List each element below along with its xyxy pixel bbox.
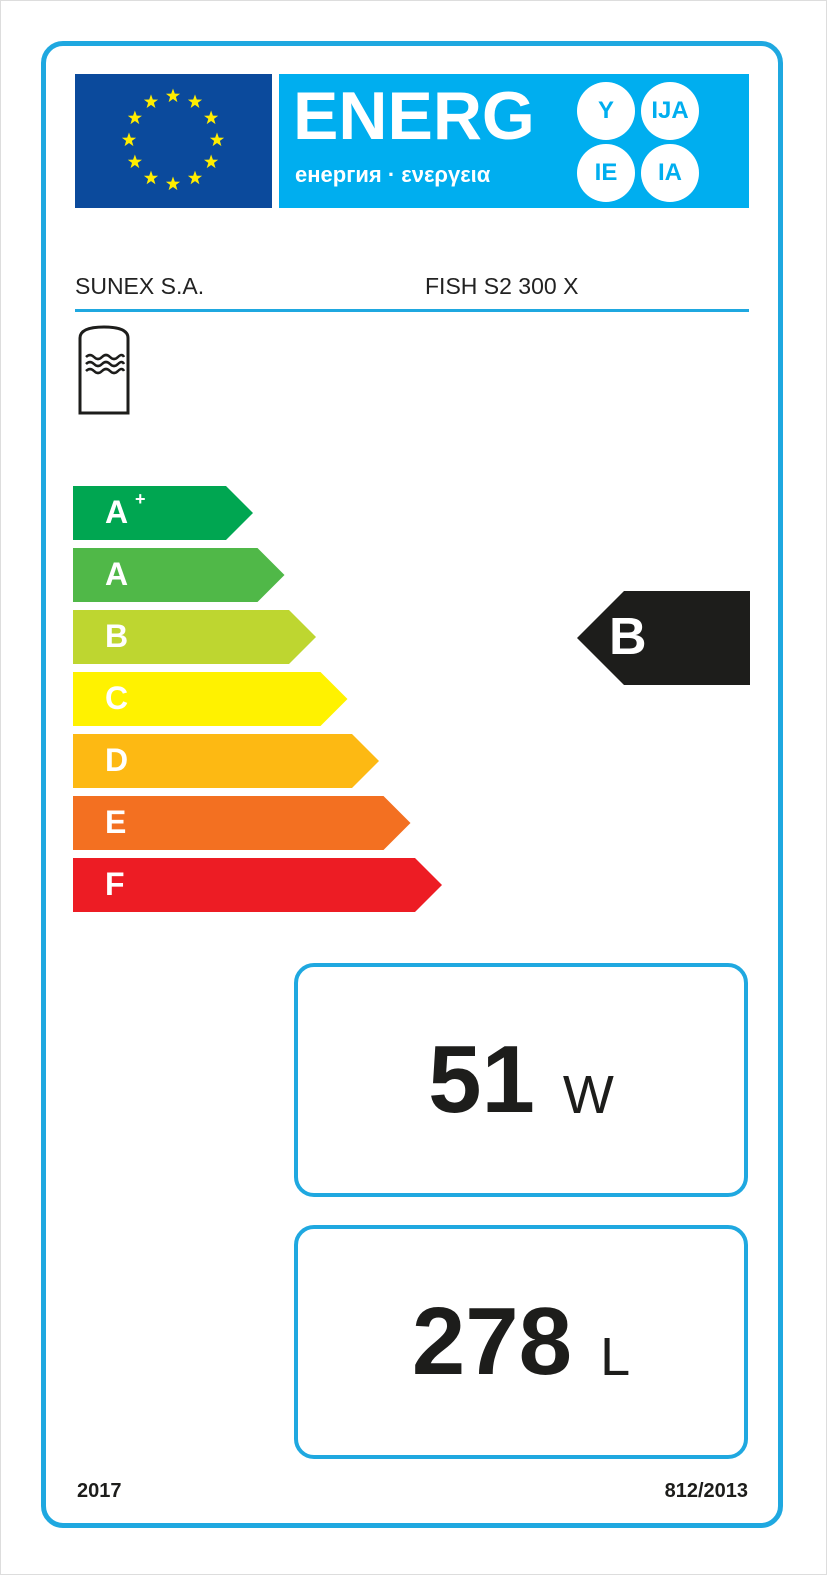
eu-flag: [75, 74, 272, 208]
energy-class-bar: F: [73, 858, 442, 912]
energy-logo-banner: ENERG енергия · ενεργεια Y IJA IE IA: [279, 74, 749, 208]
star-icon: [143, 170, 159, 185]
divider: [75, 309, 749, 312]
energy-subtitle: енергия · ενεργεια: [295, 162, 491, 187]
energy-class-label: E: [105, 804, 127, 840]
supplier-name: SUNEX S.A.: [75, 273, 205, 299]
volume-unit: L: [600, 1327, 631, 1387]
standing-loss-unit: W: [562, 1065, 614, 1125]
star-icon: [165, 176, 181, 191]
energy-class-label: D: [105, 742, 129, 778]
energy-class-bar: E: [73, 796, 411, 850]
standing-loss-box: 51 W: [294, 963, 748, 1197]
regulation-number: 812/2013: [664, 1480, 748, 1502]
energy-class-plus: +: [135, 489, 146, 509]
label-year: 2017: [77, 1480, 122, 1502]
star-icon: [209, 132, 225, 147]
suffix-ia: IA: [641, 144, 699, 202]
star-icon: [143, 94, 159, 108]
energy-class-bar: A: [73, 548, 285, 602]
energy-class-bar: C: [73, 672, 348, 726]
energy-class-label: A: [105, 494, 129, 530]
standing-loss-value: 51: [428, 1026, 535, 1133]
energy-class-bar: A +: [73, 486, 253, 540]
suffix-y: Y: [577, 82, 635, 140]
energ-word: ENERG: [293, 78, 535, 154]
energy-class-label: F: [105, 866, 125, 902]
label-border: [41, 41, 783, 1528]
star-icon: [121, 132, 137, 147]
water-storage-tank-icon: [78, 325, 130, 415]
star-icon: [165, 88, 181, 103]
volume-box: 278 L: [294, 1225, 748, 1459]
energy-class-bar: D: [73, 734, 379, 788]
star-icon: [204, 154, 219, 169]
suffix-ija: IJA: [641, 82, 699, 140]
star-icon: [127, 110, 142, 125]
star-icon: [187, 94, 203, 108]
suffix-ie: IE: [577, 144, 635, 202]
energy-class-label: C: [105, 680, 129, 716]
star-icon: [187, 170, 203, 185]
star-icon: [204, 110, 219, 125]
model-identifier: FISH S2 300 X: [425, 273, 579, 299]
energy-class-bar: B: [73, 610, 316, 664]
energy-class-label: A: [105, 556, 129, 592]
rating-class: B: [609, 608, 647, 666]
volume-value: 278: [411, 1288, 573, 1395]
star-icon: [127, 154, 142, 169]
energy-class-label: B: [105, 618, 129, 654]
